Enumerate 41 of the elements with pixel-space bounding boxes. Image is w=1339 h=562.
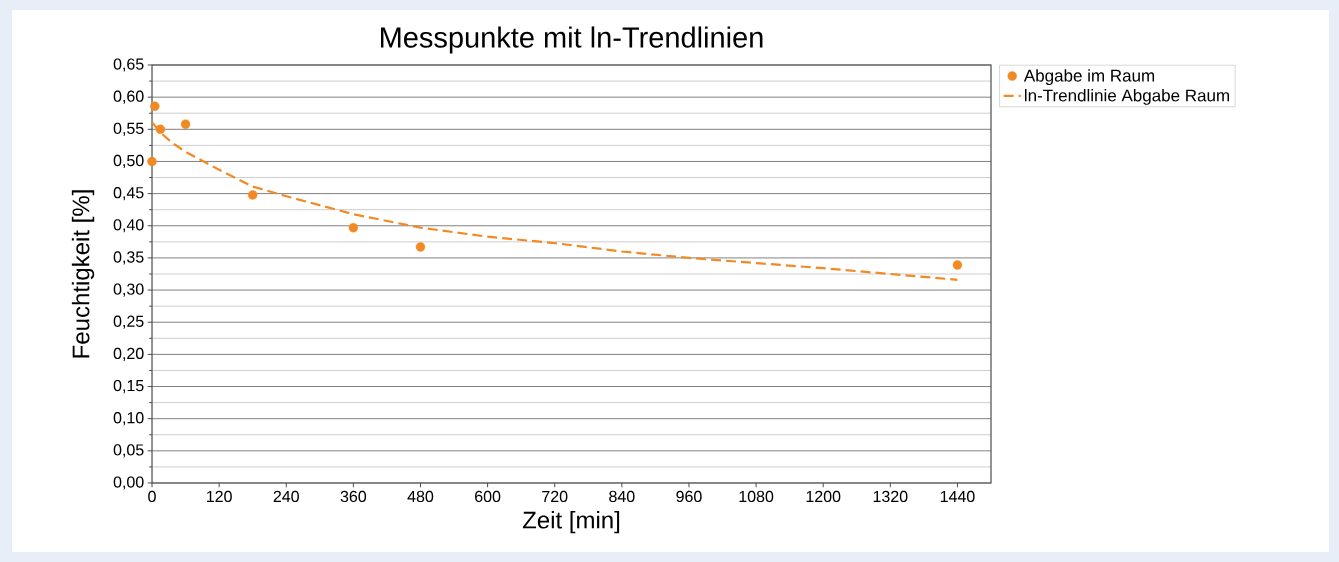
x-tick-label: 1440 xyxy=(940,490,975,503)
x-tick-label: 1200 xyxy=(806,490,841,503)
legend-label: Abgabe im Raum xyxy=(1023,69,1155,86)
x-tick-label: 0 xyxy=(148,490,156,503)
x-tick-label: 360 xyxy=(340,490,367,503)
x-tick-label: 240 xyxy=(273,490,299,503)
x-tick-label: 1320 xyxy=(873,490,908,503)
y-tick-label: 0,25 xyxy=(113,315,144,329)
y-tick-label: 0,55 xyxy=(113,122,144,136)
y-tick-label: 0,20 xyxy=(113,347,144,361)
y-tick-label: 0,15 xyxy=(113,379,144,394)
point xyxy=(150,101,160,111)
y-tick-label: 0,45 xyxy=(113,187,144,201)
y-tick-label: 0,30 xyxy=(113,283,144,297)
x-tick-label: 720 xyxy=(542,490,568,503)
y-tick-label: 0,50 xyxy=(113,154,144,169)
point xyxy=(952,260,963,270)
point xyxy=(415,242,426,252)
chart-title: Messpunkte mit ln-Trendlinien xyxy=(381,26,763,54)
point xyxy=(155,124,166,134)
y-tick-label: 0,65 xyxy=(113,58,144,72)
legend-label: ln-Trendlinie Abgabe Raum xyxy=(1025,89,1229,105)
y-tick-label: 0,35 xyxy=(113,251,144,265)
y-tick-label: 0,40 xyxy=(113,219,144,233)
x-tick-label: 120 xyxy=(207,490,232,503)
x-tick-label: 960 xyxy=(676,490,702,503)
y-axis-title: Feuchtigkeit [%] xyxy=(71,190,95,358)
point xyxy=(180,119,191,129)
line-series xyxy=(152,121,959,281)
y-tick-label: 0,05 xyxy=(113,444,144,458)
x-axis-title: Zeit [min] xyxy=(522,510,620,534)
point xyxy=(247,190,258,200)
x-tick-label: 840 xyxy=(609,490,635,503)
point xyxy=(348,222,359,233)
y-tick-label: 0,00 xyxy=(113,476,144,490)
x-tick-label: 600 xyxy=(475,490,501,503)
y-tick-label: 0,60 xyxy=(113,90,144,104)
y-tick-label: 0,10 xyxy=(113,412,144,426)
x-tick-label: 1080 xyxy=(739,490,774,503)
x-tick-label: 480 xyxy=(407,490,434,503)
point xyxy=(147,156,157,167)
